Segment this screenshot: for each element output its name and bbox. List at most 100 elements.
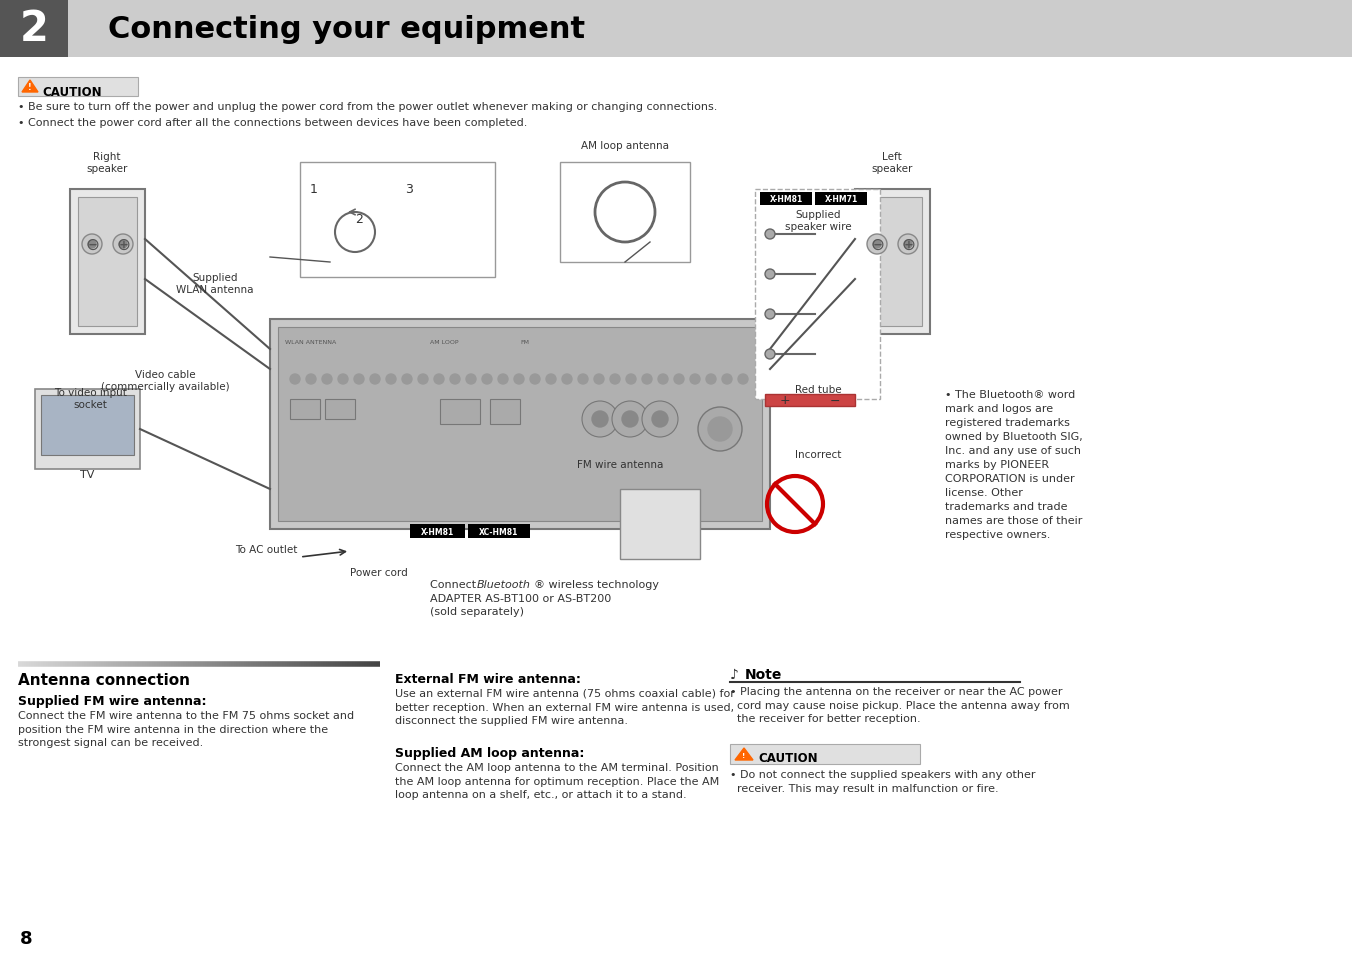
Text: • Do not connect the supplied speakers with any other
  receiver. This may resul: • Do not connect the supplied speakers w… bbox=[730, 769, 1036, 793]
Circle shape bbox=[642, 401, 677, 437]
Polygon shape bbox=[22, 81, 38, 92]
Text: • Placing the antenna on the receiver or near the AC power
  cord may cause nois: • Placing the antenna on the receiver or… bbox=[730, 686, 1069, 723]
Circle shape bbox=[722, 375, 731, 385]
Text: Supplied FM wire antenna:: Supplied FM wire antenna: bbox=[18, 695, 207, 707]
FancyBboxPatch shape bbox=[468, 524, 530, 538]
Text: ♪: ♪ bbox=[730, 667, 740, 681]
Text: X-HM81: X-HM81 bbox=[769, 194, 803, 203]
Circle shape bbox=[370, 375, 380, 385]
Text: 1: 1 bbox=[310, 183, 318, 195]
Circle shape bbox=[610, 375, 621, 385]
Text: ⊖: ⊖ bbox=[871, 235, 884, 253]
Text: 2: 2 bbox=[356, 213, 362, 226]
Circle shape bbox=[765, 350, 775, 359]
Circle shape bbox=[562, 375, 572, 385]
Text: 8: 8 bbox=[20, 929, 32, 947]
Circle shape bbox=[546, 375, 556, 385]
Text: Supplied
WLAN antenna: Supplied WLAN antenna bbox=[176, 273, 254, 295]
FancyBboxPatch shape bbox=[78, 198, 137, 327]
FancyBboxPatch shape bbox=[70, 190, 145, 335]
Circle shape bbox=[612, 401, 648, 437]
Text: (sold separately): (sold separately) bbox=[430, 606, 525, 617]
Circle shape bbox=[708, 417, 731, 441]
FancyBboxPatch shape bbox=[863, 198, 922, 327]
Circle shape bbox=[514, 375, 525, 385]
Text: AM LOOP: AM LOOP bbox=[430, 339, 458, 345]
Circle shape bbox=[119, 241, 127, 249]
Circle shape bbox=[765, 310, 775, 319]
Text: !: ! bbox=[742, 752, 745, 759]
Circle shape bbox=[82, 234, 101, 254]
Text: CAUTION: CAUTION bbox=[758, 752, 818, 764]
FancyBboxPatch shape bbox=[439, 399, 480, 424]
Circle shape bbox=[338, 375, 347, 385]
FancyBboxPatch shape bbox=[760, 193, 813, 206]
Circle shape bbox=[765, 270, 775, 280]
FancyBboxPatch shape bbox=[489, 399, 521, 424]
Text: −: − bbox=[830, 395, 840, 407]
Text: To video input
socket: To video input socket bbox=[54, 388, 127, 410]
Circle shape bbox=[581, 401, 618, 437]
Text: Right
speaker: Right speaker bbox=[87, 152, 127, 173]
Circle shape bbox=[626, 375, 635, 385]
Text: ® wireless technology: ® wireless technology bbox=[534, 579, 658, 589]
FancyBboxPatch shape bbox=[68, 0, 1352, 58]
Text: X-HM81: X-HM81 bbox=[420, 528, 454, 537]
Text: Use an external FM wire antenna (75 ohms coaxial cable) for
better reception. Wh: Use an external FM wire antenna (75 ohms… bbox=[395, 688, 735, 725]
Circle shape bbox=[579, 375, 588, 385]
Text: • Be sure to turn off the power and unplug the power cord from the power outlet : • Be sure to turn off the power and unpl… bbox=[18, 102, 718, 112]
Circle shape bbox=[418, 375, 429, 385]
Text: ⊖: ⊖ bbox=[85, 235, 99, 253]
Polygon shape bbox=[735, 748, 753, 760]
Circle shape bbox=[450, 375, 460, 385]
FancyBboxPatch shape bbox=[289, 399, 320, 419]
Text: Red tube: Red tube bbox=[795, 385, 841, 395]
Text: Bluetooth: Bluetooth bbox=[477, 579, 531, 589]
Circle shape bbox=[483, 375, 492, 385]
Text: • Connect the power cord after all the connections between devices have been com: • Connect the power cord after all the c… bbox=[18, 118, 527, 128]
Circle shape bbox=[114, 234, 132, 254]
Circle shape bbox=[594, 375, 604, 385]
Text: Connecting your equipment: Connecting your equipment bbox=[108, 14, 585, 44]
Circle shape bbox=[690, 375, 700, 385]
Text: AM loop antenna: AM loop antenna bbox=[581, 141, 669, 151]
FancyBboxPatch shape bbox=[560, 163, 690, 263]
Circle shape bbox=[466, 375, 476, 385]
Text: Antenna connection: Antenna connection bbox=[18, 672, 191, 687]
Text: Left
speaker: Left speaker bbox=[871, 152, 913, 173]
FancyBboxPatch shape bbox=[279, 328, 763, 521]
Circle shape bbox=[658, 375, 668, 385]
Text: ⊕: ⊕ bbox=[116, 235, 130, 253]
FancyBboxPatch shape bbox=[324, 399, 356, 419]
Circle shape bbox=[498, 375, 508, 385]
Text: 2: 2 bbox=[19, 8, 49, 50]
Text: 3: 3 bbox=[406, 183, 412, 195]
Circle shape bbox=[354, 375, 364, 385]
FancyBboxPatch shape bbox=[410, 524, 465, 538]
FancyBboxPatch shape bbox=[765, 395, 854, 407]
Circle shape bbox=[738, 375, 748, 385]
Circle shape bbox=[434, 375, 443, 385]
Text: • The Bluetooth® word
mark and logos are
registered trademarks
owned by Bluetoot: • The Bluetooth® word mark and logos are… bbox=[945, 390, 1083, 539]
Circle shape bbox=[622, 412, 638, 428]
Circle shape bbox=[873, 241, 882, 249]
FancyBboxPatch shape bbox=[621, 490, 700, 559]
Circle shape bbox=[289, 375, 300, 385]
Circle shape bbox=[898, 234, 918, 254]
Text: Incorrect: Incorrect bbox=[795, 450, 841, 459]
FancyBboxPatch shape bbox=[854, 190, 930, 335]
Text: +: + bbox=[780, 395, 791, 407]
Text: Supplied
speaker wire: Supplied speaker wire bbox=[784, 210, 852, 233]
Circle shape bbox=[322, 375, 333, 385]
FancyBboxPatch shape bbox=[754, 190, 880, 399]
Text: X-HM71: X-HM71 bbox=[825, 194, 857, 203]
Text: Connect the AM loop antenna to the AM terminal. Position
the AM loop antenna for: Connect the AM loop antenna to the AM te… bbox=[395, 762, 719, 800]
Text: Connect the FM wire antenna to the FM 75 ohms socket and
position the FM wire an: Connect the FM wire antenna to the FM 75… bbox=[18, 710, 354, 747]
Text: Video cable
(commercially available): Video cable (commercially available) bbox=[100, 370, 230, 392]
FancyBboxPatch shape bbox=[35, 390, 141, 470]
Circle shape bbox=[306, 375, 316, 385]
Text: XC-HM81: XC-HM81 bbox=[480, 528, 519, 537]
Text: Supplied AM loop antenna:: Supplied AM loop antenna: bbox=[395, 746, 584, 760]
Text: FM: FM bbox=[521, 339, 529, 345]
FancyBboxPatch shape bbox=[815, 193, 867, 206]
